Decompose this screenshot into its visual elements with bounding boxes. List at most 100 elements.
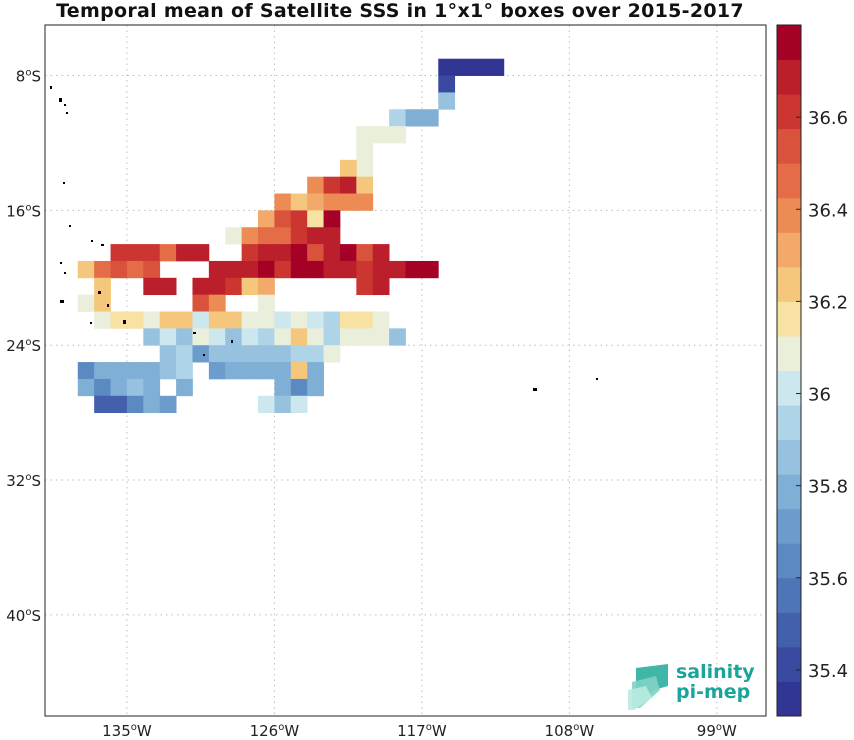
sss-box [159,328,177,346]
sss-box [225,227,243,245]
sss-box [241,260,259,279]
colorbar: 35.4 35.6 35.8 36 36.2 36.4 36.6 [776,24,848,717]
salinity-pi-mep-logo: salinity pi-mep [626,658,756,710]
sss-box [307,210,324,228]
sss-box [225,345,243,363]
colorbar-swatch [777,25,801,61]
island [533,388,537,391]
sss-box [110,395,128,414]
sss-box [274,362,292,380]
sss-box [372,311,390,329]
lat-tick-label: 24oS [6,337,41,355]
sss-box [208,328,226,346]
sss-box [241,362,259,380]
sss-box [356,244,374,262]
colorbar-swatch [777,370,801,406]
sss-box [143,328,161,346]
sss-box [192,311,210,329]
sss-box [438,92,456,110]
sss-box [339,328,357,346]
sss-box [126,260,144,279]
sss-box [323,244,341,262]
sss-box [258,227,275,245]
sss-box [290,378,308,397]
lon-tick-label: 135oW [102,722,152,740]
sss-box [143,260,161,279]
sss-box [307,345,324,363]
sss-box [290,210,308,228]
sss-box [339,159,357,178]
sss-box [94,311,111,329]
sss-box [307,311,324,329]
sss-box [307,193,324,211]
sss-box [143,378,161,397]
island [64,104,66,106]
sss-box [421,109,439,127]
island-markers [50,86,598,391]
sss-box [356,260,374,279]
lon-tick-label: 126oW [250,722,300,740]
sss-box [77,362,95,380]
sss-box [94,378,111,397]
sss-box [323,227,341,245]
colorbar-frame [776,24,802,717]
sss-box [307,244,324,262]
logo-text-salinity: salinity [676,661,755,683]
sss-box [94,395,111,414]
island [64,272,66,274]
colorbar-swatch [777,94,801,130]
sss-box [290,345,308,363]
sss-box [176,378,193,397]
sss-box [372,244,390,262]
colorbar-tick-label: 35.6 [808,569,848,590]
sss-box [471,58,488,76]
sss-box [159,395,177,414]
colorbar-tick-label: 35.4 [808,661,848,682]
sss-box [274,227,292,245]
sss-box [274,345,292,363]
colorbar-swatch [777,508,801,544]
colorbar-tick-label: 36 [808,385,831,406]
sss-box [421,260,439,279]
sss-box [225,328,243,346]
sss-box [110,378,128,397]
sss-box [225,311,243,329]
sss-box [389,260,406,279]
sss-box [258,260,275,279]
sss-box [143,362,161,380]
sss-box [290,362,308,380]
island [123,320,126,324]
colorbar-swatch [777,543,801,579]
colorbar-swatch [777,612,801,648]
colorbar-swatch [777,439,801,475]
sss-box [143,244,161,262]
island [60,262,62,264]
colorbar-swatch [777,197,801,233]
sss-box [192,294,210,312]
sss-box [438,75,456,93]
sss-box [290,227,308,245]
island [101,244,104,246]
colorbar-tick-label: 36.4 [808,200,848,221]
sss-box [307,260,324,279]
sss-box [339,311,357,329]
sss-box [225,260,243,279]
sss-box [372,328,390,346]
island [69,225,71,227]
sss-box [372,126,390,144]
sss-box [110,244,128,262]
sss-box [241,244,259,262]
sss-box [274,210,292,228]
sss-box [307,362,324,380]
sss-box [176,362,193,380]
sss-box [159,277,177,296]
colorbar-swatch [777,163,801,199]
sss-box [389,109,406,127]
sss-box [208,311,226,329]
sss-box [241,277,259,296]
sss-box [208,260,226,279]
sss-box [176,345,193,363]
sss-box [356,328,374,346]
sss-box [241,328,259,346]
sss-box [356,277,374,296]
